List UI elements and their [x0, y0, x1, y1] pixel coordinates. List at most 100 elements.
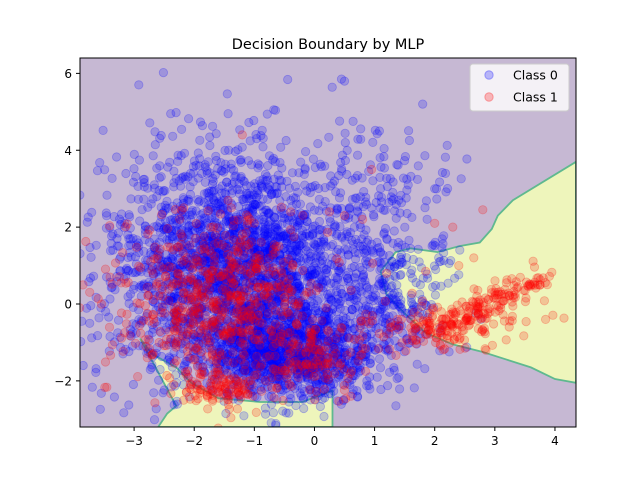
class-0-point — [314, 216, 325, 227]
class-0-point — [251, 288, 261, 298]
class-1-point — [153, 250, 163, 260]
class-0-point — [177, 365, 187, 376]
class-0-point — [350, 173, 360, 183]
class-0-point — [228, 297, 238, 307]
class-0-point — [300, 222, 310, 232]
class-1-point — [226, 203, 236, 213]
class-0-point — [242, 239, 252, 249]
class-0-point — [276, 311, 287, 321]
class-0-point — [286, 273, 296, 283]
class-1-point — [330, 368, 340, 379]
class-1-point — [298, 210, 308, 220]
class-0-point — [218, 286, 228, 296]
class-0-point — [295, 329, 305, 339]
class-0-point — [227, 281, 237, 291]
class-0-point — [301, 299, 311, 309]
class-0-point — [193, 343, 203, 353]
class-0-point — [315, 251, 325, 261]
class-0-point — [289, 271, 299, 281]
class-1-point — [271, 282, 282, 293]
class-0-point — [158, 187, 168, 197]
class-0-point — [310, 269, 320, 279]
class-1-point — [373, 344, 384, 354]
class-1-point — [276, 202, 286, 212]
class-0-point — [406, 171, 416, 181]
class-0-point — [131, 240, 142, 250]
class-0-point — [285, 243, 295, 253]
class-0-point — [86, 252, 96, 262]
class-1-point — [350, 334, 360, 344]
class-0-point — [185, 308, 196, 318]
class-0-point — [165, 353, 175, 364]
class-0-point — [243, 315, 254, 326]
class-0-point — [329, 176, 340, 186]
class-0-point — [254, 325, 264, 335]
class-0-point — [305, 330, 315, 341]
class-1-point — [311, 356, 321, 366]
class-0-point — [300, 147, 311, 157]
class-0-point — [156, 256, 166, 267]
class-0-point — [207, 245, 217, 255]
class-0-point — [175, 286, 185, 296]
class-0-point — [104, 312, 114, 322]
class-0-point — [243, 189, 253, 199]
class-0-point — [216, 357, 226, 367]
class-0-point — [258, 321, 269, 331]
class-0-point — [334, 116, 345, 126]
class-0-point — [334, 265, 344, 276]
class-1-point — [199, 320, 209, 330]
decision-regions — [139, 160, 576, 427]
class-0-point — [438, 248, 449, 258]
class-0-point — [172, 242, 182, 252]
class-0-point — [287, 272, 297, 282]
class-0-point — [225, 269, 235, 280]
class-0-point — [267, 368, 277, 378]
class-0-point — [260, 403, 270, 413]
class-0-point — [430, 237, 440, 247]
class-0-point — [305, 269, 315, 279]
class-0-point — [269, 326, 280, 336]
class-0-point — [342, 229, 352, 239]
class-1-point — [270, 306, 281, 316]
class-1-point — [178, 331, 188, 341]
class-0-point — [252, 301, 262, 311]
class-0-point — [220, 188, 230, 198]
class-0-point — [241, 350, 251, 361]
class-0-point — [197, 303, 207, 314]
class-0-point — [266, 293, 276, 303]
class-0-point — [169, 178, 179, 188]
class-0-point — [185, 182, 195, 192]
class-0-point — [324, 132, 334, 142]
class-0-point — [149, 350, 159, 360]
class-0-point — [195, 276, 205, 286]
class-0-point — [124, 400, 134, 410]
class-0-point — [421, 196, 431, 206]
class-1-point — [332, 254, 342, 264]
class-0-point — [242, 181, 252, 191]
class-0-point — [221, 259, 231, 269]
class-0-point — [185, 168, 196, 179]
class-1-point — [397, 338, 407, 348]
class-0-point — [318, 319, 329, 329]
class-1-point — [143, 229, 153, 239]
class-0-point — [230, 268, 240, 279]
class-0-point — [307, 329, 318, 339]
class-0-point — [317, 314, 327, 325]
class-1-point — [392, 314, 403, 324]
class-0-point — [98, 125, 108, 135]
class-0-point — [214, 235, 224, 246]
class-0-point — [305, 202, 315, 212]
class-0-point — [211, 276, 221, 286]
class-0-point — [240, 268, 250, 279]
class-0-point — [320, 343, 330, 353]
class-1-point — [277, 337, 287, 347]
class-0-point — [202, 287, 212, 297]
class-0-point — [66, 172, 74, 180]
class-0-point — [232, 283, 242, 294]
class-0-point — [196, 293, 206, 303]
class-0-point — [212, 244, 222, 254]
class-1-point — [252, 329, 263, 339]
class-1-point — [267, 382, 277, 392]
class-0-point — [241, 266, 251, 276]
class-0-point — [208, 121, 218, 131]
